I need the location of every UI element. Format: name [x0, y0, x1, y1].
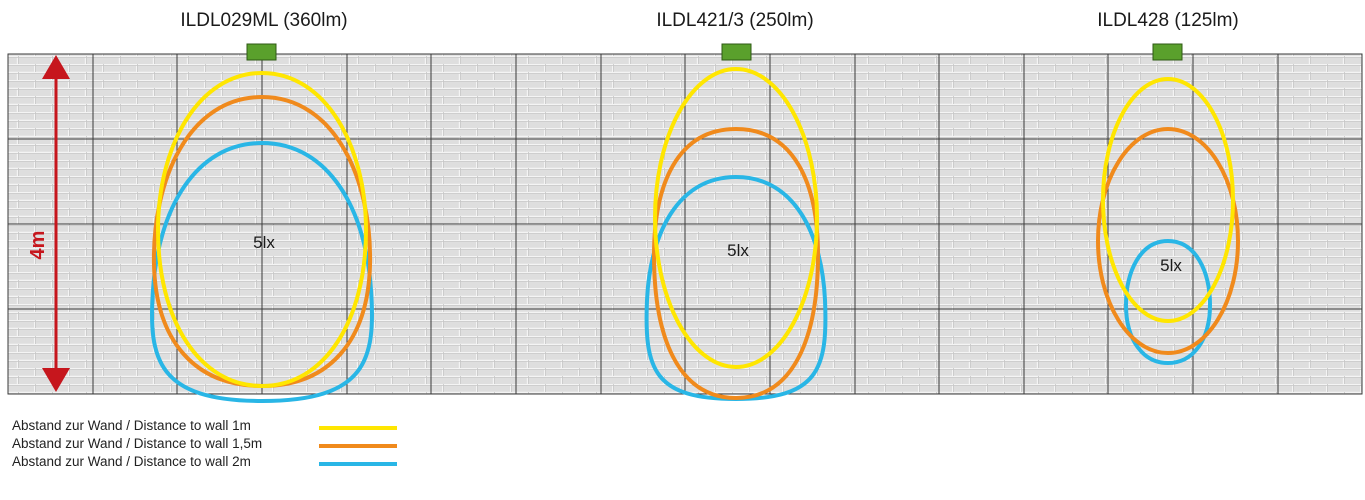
legend-label-1-5m: Abstand zur Wand / Distance to wall 1,5m [12, 436, 263, 451]
legend-row-1-5m: Abstand zur Wand / Distance to wall 1,5m [12, 436, 412, 454]
fixture-3-lux-label: 5lx [1160, 256, 1182, 275]
fixture-2-lux-label: 5lx [727, 241, 749, 260]
height-arrow-head-up [42, 55, 70, 79]
legend-row-1m: Abstand zur Wand / Distance to wall 1m [12, 418, 412, 436]
legend-swatch-1m [319, 426, 397, 430]
contour-2-distance-1-5m [651, 126, 821, 401]
fixture-1-lux-label: 5lx [253, 233, 275, 252]
legend-swatch-1-5m [319, 444, 397, 448]
contour-2-distance-1m [653, 67, 819, 369]
fixture-2-group: 5lx [644, 43, 828, 402]
contour-1-distance-2m [149, 140, 375, 404]
fixture-1-group: 5lx [149, 43, 375, 404]
fixture-1-luminaire [246, 43, 277, 61]
wall-grid [8, 54, 1362, 394]
contour-1-distance-1m [155, 70, 369, 389]
fixture-2-luminaire [721, 43, 752, 61]
fixture-title-2: ILDL421/3 (250lm) [656, 10, 814, 31]
height-label: 4m [27, 231, 49, 260]
height-marker: 4m [27, 55, 70, 392]
legend-swatch-2m [319, 462, 397, 466]
legend-label-1m: Abstand zur Wand / Distance to wall 1m [12, 418, 251, 433]
legend-label-2m: Abstand zur Wand / Distance to wall 2m [12, 454, 251, 469]
fixture-3-group: 5lx [1096, 43, 1240, 366]
fixture-title-3: ILDL428 (125lm) [1097, 10, 1239, 31]
fixture-title-1: ILDL029ML (360lm) [180, 10, 348, 31]
contour-3-distance-2m [1123, 238, 1213, 366]
contour-3-distance-1-5m [1096, 127, 1240, 355]
legend: Abstand zur Wand / Distance to wall 1m A… [12, 418, 412, 498]
fixture-3-luminaire [1152, 43, 1183, 61]
legend-row-2m: Abstand zur Wand / Distance to wall 2m [12, 454, 412, 472]
height-arrow-head-down [42, 368, 70, 392]
contour-3-distance-1m [1101, 77, 1235, 323]
wall-diagram: 4m 5lx 5lx 5lx [7, 43, 1363, 404]
